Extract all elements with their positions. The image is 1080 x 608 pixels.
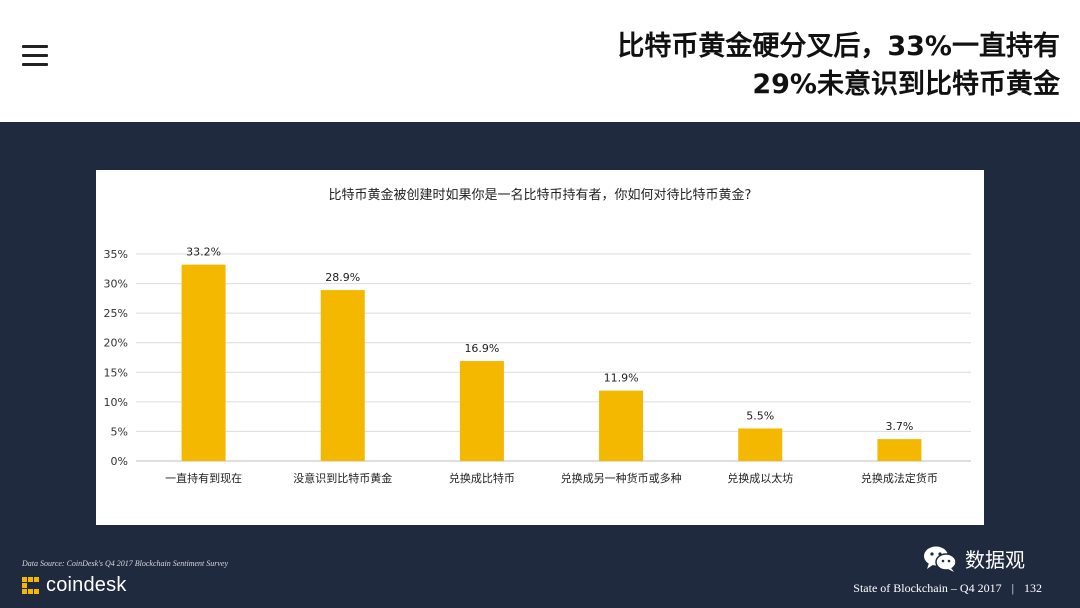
page-number: 132 [1024,581,1042,595]
bar [320,290,365,461]
y-tick-label: 10% [104,396,128,409]
logo-text: coindesk [46,574,127,596]
title-line-1: 比特币黄金硬分叉后，33%一直持有 [617,31,1060,62]
bar [738,428,783,461]
bar [877,439,922,461]
report-name: State of Blockchain – Q4 2017 [853,581,1002,595]
x-tick-label: 兑换成另一种货币或多种 [561,471,682,485]
y-tick-label: 20% [104,337,128,350]
x-tick-label: 没意识到比特币黄金 [293,471,392,485]
data-label: 5.5% [746,409,774,422]
x-tick-label: 兑换成法定货币 [861,471,938,485]
bar [181,264,226,461]
y-tick-label: 5% [111,425,128,438]
coindesk-logo: coindesk [22,574,127,597]
data-label: 3.7% [885,420,913,433]
coindesk-logo-icon [22,576,40,595]
x-tick-label: 兑换成比特币 [449,471,515,485]
y-tick-label: 35% [104,248,128,261]
wechat-account-name: 数据观 [965,548,1025,572]
data-label: 33.2% [186,246,221,259]
data-source-note: Data Source: CoinDesk's Q4 2017 Blockcha… [22,559,229,568]
data-label: 11.9% [604,372,639,385]
x-tick-label: 兑换成以太坊 [727,471,793,485]
x-tick-label: 一直持有到现在 [165,471,242,485]
title-line-2: 29%未意识到比特币黄金 [752,69,1060,100]
data-label: 16.9% [464,342,499,355]
wechat-badge: 数据观 [923,544,1025,573]
chart-card: 比特币黄金被创建时如果你是一名比特币持有者，你如何对待比特币黄金? 0% 5% 10… [96,170,984,525]
y-tick-label: 0% [111,455,128,468]
bar-chart: 0% 5% 10% 15% 20% 25% 30% 35% 33.2% 一直持有到现在 28.9% 没… [104,246,971,485]
data-label: 28.9% [325,271,360,284]
page-title: 比特币黄金硬分叉后，33%一直持有 29%未意识到比特币黄金 [617,28,1060,104]
bar [599,390,644,461]
chart-title: 比特币黄金被创建时如果你是一名比特币持有者，你如何对待比特币黄金? [328,188,752,203]
wechat-icon [924,546,957,572]
report-footer: State of Blockchain – Q4 2017 | 132 [853,581,1042,596]
footer-separator: | [1011,581,1014,595]
bar [459,361,504,461]
y-tick-label: 25% [104,307,128,320]
header-bar: 比特币黄金硬分叉后，33%一直持有 29%未意识到比特币黄金 [0,0,1080,122]
hamburger-menu-icon[interactable] [22,45,48,67]
y-tick-label: 30% [104,278,128,291]
y-tick-label: 15% [104,366,128,379]
